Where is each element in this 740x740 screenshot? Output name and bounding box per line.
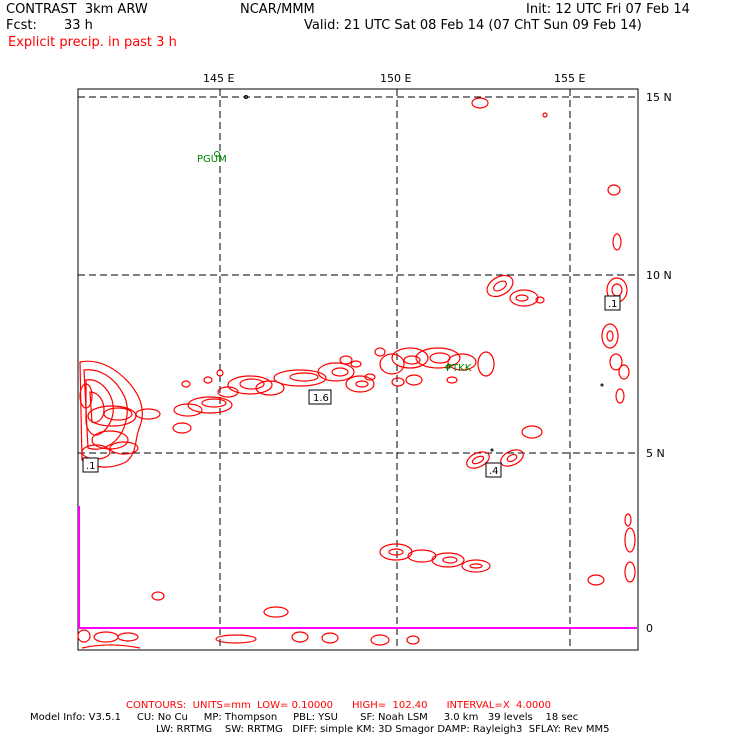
contour-band-central bbox=[172, 347, 495, 434]
station-label: PTKK bbox=[446, 363, 472, 374]
station-marker bbox=[445, 364, 451, 370]
stations: PGUM PTKK bbox=[197, 151, 472, 374]
contour-band-2n bbox=[151, 513, 636, 618]
field-title: Explicit precip. in past 3 h bbox=[8, 35, 177, 50]
contour-label: 1.6 bbox=[313, 393, 329, 404]
lat-label: 10 N bbox=[646, 269, 672, 282]
contour-cluster-west bbox=[79, 360, 161, 468]
contour-label: .4 bbox=[489, 466, 499, 477]
contour-labels: 1.6 .1 .1 .4 bbox=[82, 295, 621, 478]
lat-label: 5 N bbox=[646, 447, 665, 460]
contour-cluster-equator bbox=[77, 629, 420, 649]
map-frame bbox=[77, 88, 639, 651]
model-title: CONTRAST 3km ARW bbox=[6, 2, 148, 17]
contour-label: .1 bbox=[86, 461, 96, 472]
lon-label: 145 E bbox=[203, 72, 234, 85]
coastline-specks bbox=[244, 95, 604, 452]
station-marker bbox=[214, 151, 220, 157]
model-info-line-2: LW: RRTMG SW: RRTMG DIFF: simple KM: 3D … bbox=[156, 724, 610, 735]
lon-label: 150 E bbox=[380, 72, 411, 85]
forecast-hour: 33 h bbox=[64, 18, 93, 33]
model-info-line-1: Model Info: V3.5.1 CU: No Cu MP: Thompso… bbox=[30, 712, 579, 723]
organization: NCAR/MMM bbox=[240, 2, 315, 17]
graticule bbox=[78, 89, 638, 650]
contour-cluster-10n bbox=[471, 97, 630, 404]
contours-info: CONTOURS: UNITS=mm LOW= 0.10000 HIGH= 10… bbox=[126, 700, 552, 711]
contour-label: .1 bbox=[608, 299, 618, 310]
lon-label: 155 E bbox=[554, 72, 585, 85]
station-label: PGUM bbox=[197, 154, 227, 165]
init-time: Init: 12 UTC Fri 07 Feb 14 bbox=[526, 2, 690, 17]
valid-time: Valid: 21 UTC Sat 08 Feb 14 (07 ChT Sun … bbox=[304, 18, 642, 33]
lat-label: 15 N bbox=[646, 91, 672, 104]
lat-label: 0 bbox=[646, 622, 653, 635]
domain-boundary bbox=[78, 506, 637, 629]
contour-cluster-5n bbox=[466, 425, 543, 469]
precip-contours bbox=[77, 97, 636, 649]
forecast-label: Fcst: bbox=[6, 18, 37, 33]
